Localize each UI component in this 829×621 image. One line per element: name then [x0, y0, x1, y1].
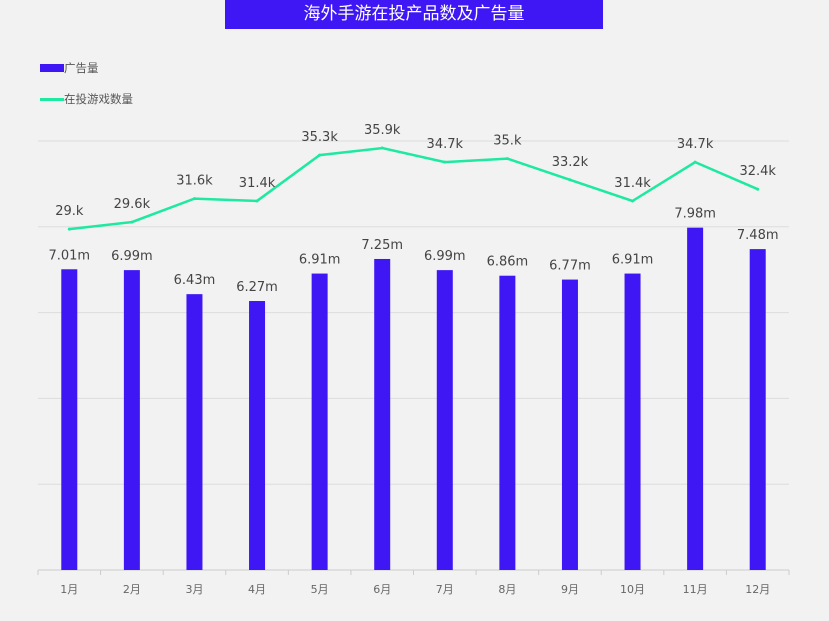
- x-tick-label: 4月: [248, 583, 266, 596]
- bar-data-label: 6.86m: [487, 255, 529, 270]
- bar-data-label: 6.27m: [236, 280, 278, 295]
- x-tick-label: 2月: [123, 583, 141, 596]
- bar: [687, 227, 704, 570]
- bar: [374, 258, 391, 570]
- bar-data-label: 7.01m: [48, 248, 90, 263]
- bar-data-label: 7.48m: [737, 228, 779, 243]
- line-data-label: 32.4k: [739, 164, 776, 179]
- bar: [61, 269, 78, 570]
- line-data-label: 31.4k: [239, 176, 276, 191]
- legend-swatch-line: [40, 97, 64, 101]
- x-tick-label: 1月: [60, 583, 78, 596]
- bar: [311, 273, 328, 570]
- bar-data-label: 6.91m: [612, 253, 654, 268]
- line-point: [255, 199, 259, 203]
- chart-title: 海外手游在投产品数及广告量: [225, 0, 603, 29]
- line-data-label: 31.4k: [614, 176, 651, 191]
- x-tick-label: 7月: [436, 583, 454, 596]
- bar: [186, 294, 203, 570]
- bar-data-label: 7.98m: [674, 207, 716, 222]
- legend-item-ads[interactable]: 广告量: [40, 60, 99, 76]
- bar: [436, 270, 453, 570]
- x-tick-label: 8月: [498, 583, 516, 596]
- line-point: [631, 199, 635, 203]
- line-point: [67, 227, 71, 231]
- line-point: [130, 220, 134, 224]
- line-data-label: 35.k: [493, 134, 522, 149]
- x-tick-label: 10月: [620, 583, 645, 596]
- bar: [624, 273, 641, 570]
- legend-swatch-bar: [40, 64, 64, 72]
- bar: [499, 275, 516, 570]
- bar-data-label: 6.99m: [424, 249, 466, 264]
- legend-item-games[interactable]: 在投游戏数量: [40, 91, 133, 107]
- line-data-label: 34.7k: [677, 137, 714, 152]
- line-data-label: 35.3k: [301, 130, 338, 145]
- line-series: [69, 146, 759, 231]
- line-point: [568, 178, 572, 182]
- line-data-label: 31.6k: [176, 174, 213, 189]
- bar: [749, 249, 766, 570]
- legend-label: 在投游戏数量: [64, 92, 133, 106]
- line-point: [380, 146, 384, 150]
- line-point: [693, 160, 697, 164]
- bar-data-label: 7.25m: [361, 238, 403, 253]
- line-data-label: 33.2k: [552, 155, 589, 170]
- x-tick-label: 6月: [373, 583, 391, 596]
- line-data-label: 34.7k: [427, 137, 464, 152]
- bar-data-label: 6.77m: [549, 259, 591, 274]
- bar: [561, 279, 578, 570]
- x-tick-label: 11月: [683, 583, 708, 596]
- line-point: [756, 187, 760, 191]
- line-point: [443, 160, 447, 164]
- line-point: [505, 157, 509, 161]
- line-data-label: 29.6k: [114, 197, 151, 212]
- legend-label: 广告量: [64, 61, 99, 75]
- line-point: [192, 197, 196, 201]
- x-tick-label: 5月: [311, 583, 329, 596]
- x-tick-label: 9月: [561, 583, 579, 596]
- x-tick-label: 3月: [185, 583, 203, 596]
- bar: [249, 301, 266, 570]
- x-tick-label: 12月: [745, 583, 770, 596]
- bar-data-label: 6.91m: [299, 253, 341, 268]
- bar-data-label: 6.43m: [174, 273, 216, 288]
- bar: [123, 270, 140, 570]
- line-data-label: 35.9k: [364, 123, 401, 138]
- line-point: [318, 153, 322, 157]
- bar-data-label: 6.99m: [111, 249, 153, 264]
- line-data-label: 29.k: [55, 204, 84, 219]
